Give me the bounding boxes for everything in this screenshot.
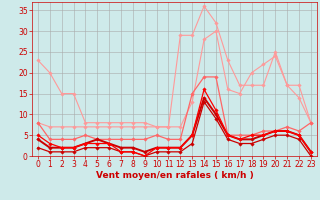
X-axis label: Vent moyen/en rafales ( km/h ): Vent moyen/en rafales ( km/h ) bbox=[96, 171, 253, 180]
